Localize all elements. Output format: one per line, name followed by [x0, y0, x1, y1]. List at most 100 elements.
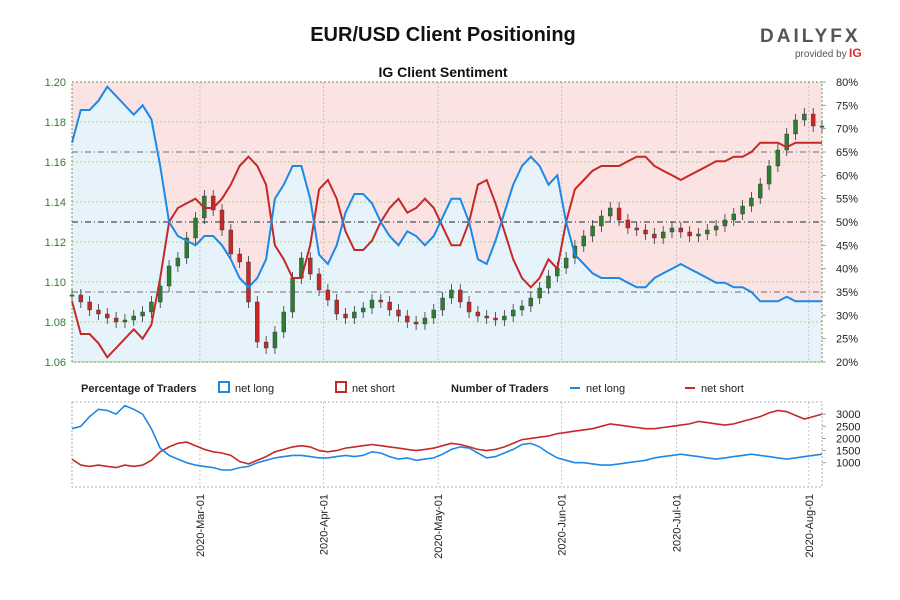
candle-body	[413, 321, 419, 325]
candle-body	[149, 301, 154, 313]
candle-body	[158, 285, 163, 303]
candle-body	[316, 273, 322, 291]
candle-body	[652, 233, 657, 239]
x-tick-label: 2020-Mar-01	[195, 494, 207, 557]
net-short-count-line	[71, 409, 823, 469]
right-tick-label: 70%	[836, 124, 858, 136]
candle-body	[466, 301, 472, 313]
x-tick-label: 2020-Jun-01	[557, 494, 569, 556]
legend-num-title: Number of Traders	[451, 383, 549, 395]
candle-body	[396, 309, 401, 317]
candle-body	[334, 299, 339, 315]
bottom-tick-label: 1500	[836, 446, 860, 458]
x-tick-label: 2020-May-01	[433, 494, 445, 559]
bottom-tick-label: 2500	[836, 421, 860, 433]
candle-body	[458, 289, 463, 303]
candle-body	[360, 307, 366, 313]
candle-body	[210, 195, 216, 211]
legend: Percentage of Traders net long net short…	[81, 381, 744, 395]
candle-body	[528, 297, 534, 307]
candle-body	[669, 227, 675, 233]
candle-body	[660, 231, 666, 239]
candle-body	[449, 289, 454, 299]
bottom-tick-label: 2000	[836, 433, 860, 445]
sentiment-lines	[71, 85, 822, 359]
right-tick-label: 40%	[836, 264, 858, 276]
candle-body	[325, 289, 331, 301]
candle-body	[608, 207, 613, 217]
candle-body	[281, 311, 286, 333]
right-tick-label: 45%	[836, 240, 858, 252]
candle-body	[166, 265, 172, 287]
candle-body	[493, 317, 498, 321]
candle-body	[96, 309, 101, 315]
candle-body	[546, 275, 551, 289]
candle-body	[228, 229, 234, 255]
candle-body	[643, 229, 648, 235]
right-tick-label: 25%	[836, 334, 858, 346]
candle-body	[184, 237, 189, 259]
legend-pct-long-label: net long	[235, 383, 274, 395]
candle-body	[422, 317, 428, 325]
net-long-count-line	[71, 404, 823, 471]
right-tick-label: 55%	[836, 194, 858, 206]
x-axis-labels: 2020-Mar-01 2020-Apr-01 2020-May-01 2020-Ju…	[195, 494, 816, 559]
legend-pct-title: Percentage of Traders	[81, 383, 197, 395]
candle-body	[78, 294, 84, 303]
candle-body	[369, 299, 375, 309]
candle-body	[510, 309, 516, 317]
candle-body	[193, 217, 198, 239]
right-tick-label: 80%	[836, 77, 858, 89]
chart-subtitle: IG Client Sentiment	[378, 64, 507, 80]
candle-body	[775, 149, 781, 167]
logo-text: DAILYFX	[760, 26, 861, 47]
candle-body	[810, 113, 816, 127]
candle-body	[113, 317, 119, 323]
right-tick-label: 60%	[836, 170, 858, 182]
legend-num-short-label: net short	[701, 383, 744, 395]
candle-body	[722, 219, 728, 227]
bottom-lines	[71, 404, 823, 471]
candle-body	[219, 209, 225, 231]
candle-body	[255, 301, 260, 343]
x-tick-label: 2020-Aug-01	[804, 494, 816, 558]
candle-body	[696, 233, 701, 237]
candle-body	[616, 207, 622, 221]
candle-body	[705, 229, 710, 235]
left-tick-label: 1.18	[45, 117, 66, 129]
candle-body	[246, 261, 251, 303]
main-gridlines	[72, 81, 822, 363]
legend-pct-short-label: net short	[352, 383, 395, 395]
left-tick-label: 1.12	[45, 237, 66, 249]
left-tick-label: 1.14	[45, 197, 66, 209]
candle-body	[105, 313, 110, 319]
bottom-tick-label: 1000	[836, 458, 860, 470]
logo-ig: IG	[849, 46, 862, 60]
dailyfx-logo: DAILYFX provided by IG	[760, 26, 862, 60]
candle-body	[687, 231, 692, 237]
candle-body	[740, 205, 745, 215]
candle-body	[502, 315, 507, 321]
candle-body	[563, 257, 569, 269]
candle-body	[590, 225, 595, 237]
left-tick-label: 1.20	[45, 77, 66, 89]
legend-pct-short-swatch	[335, 381, 347, 393]
left-tick-label: 1.16	[45, 157, 66, 169]
candle-body	[819, 125, 825, 128]
legend-pct-long-swatch	[218, 381, 230, 393]
net-short-pct-line	[71, 141, 822, 359]
left-tick-label: 1.10	[45, 277, 66, 289]
candle-body	[625, 219, 631, 229]
right-tick-label: 35%	[836, 287, 858, 299]
candle-body	[431, 309, 436, 319]
candle-body	[475, 311, 481, 317]
logo-provided-by: provided by	[795, 49, 847, 60]
candle-body	[766, 165, 772, 185]
x-tick-label: 2020-Apr-01	[318, 494, 330, 555]
candle-body	[272, 331, 278, 349]
bottom-gridlines	[199, 402, 810, 487]
candle-body	[484, 315, 489, 319]
